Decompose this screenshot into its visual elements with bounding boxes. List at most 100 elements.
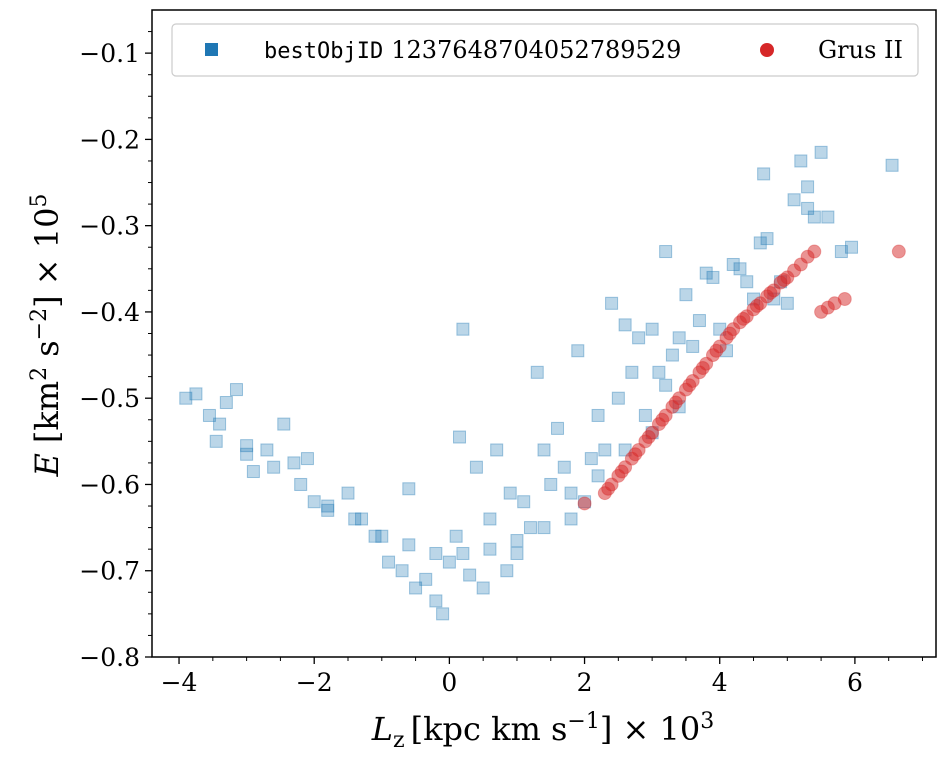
data-point-series-1-79 xyxy=(801,180,815,194)
data-point-series-1-0 xyxy=(179,391,193,405)
data-point-series-1-104 xyxy=(240,439,254,453)
data-point-series-1-64 xyxy=(706,270,720,284)
data-point-series-1-68 xyxy=(733,262,747,276)
data-point-series-2-36 xyxy=(891,244,906,259)
data-point-series-1-20 xyxy=(409,581,423,595)
data-point-series-1-17 xyxy=(382,555,396,569)
data-point-series-2-37 xyxy=(577,496,592,511)
data-point-series-1-25 xyxy=(449,529,463,543)
data-point-series-1-41 xyxy=(551,421,565,435)
data-point-series-1-71 xyxy=(753,236,767,250)
data-point-series-1-50 xyxy=(611,391,625,405)
data-point-series-1-92 xyxy=(564,512,578,526)
data-point-series-1-83 xyxy=(821,210,835,224)
data-point-series-1-26 xyxy=(456,322,470,336)
data-point-series-1-88 xyxy=(659,378,673,392)
y-tick-label-2: −0.6 xyxy=(79,470,140,499)
data-point-series-1-36 xyxy=(517,495,531,509)
data-point-series-1-93 xyxy=(537,521,551,535)
data-point-series-1-8 xyxy=(260,443,274,457)
data-point-series-1-44 xyxy=(571,344,585,358)
data-point-series-2-38 xyxy=(601,481,616,496)
x-axis-title-symbol: L xyxy=(371,710,393,748)
x-axis-title-unit-post: ] × 10 xyxy=(600,710,700,748)
data-point-series-1-31 xyxy=(483,512,497,526)
data-point-series-2-31 xyxy=(807,244,822,259)
data-point-series-1-98 xyxy=(402,538,416,552)
data-point-series-1-58 xyxy=(665,348,679,362)
data-point-series-1-94 xyxy=(510,534,524,548)
y-tick-label-5: −0.3 xyxy=(79,212,140,241)
data-point-series-1-35 xyxy=(510,546,524,560)
data-point-series-1-40 xyxy=(544,477,558,491)
legend-box xyxy=(171,23,919,77)
data-point-series-1-72 xyxy=(757,167,771,181)
data-point-series-1-18 xyxy=(395,564,409,578)
data-point-series-2-44 xyxy=(682,378,697,393)
data-point-series-1-81 xyxy=(807,210,821,224)
data-point-series-1-39 xyxy=(537,443,551,457)
data-point-series-1-52 xyxy=(625,365,639,379)
data-point-series-1-76 xyxy=(780,296,794,310)
data-point-series-2-35 xyxy=(837,291,852,306)
x-axis-title: Lz [kpc km s−1] × 103 xyxy=(371,709,714,753)
data-point-series-1-85 xyxy=(845,240,859,254)
data-point-series-1-6 xyxy=(240,447,254,461)
legend-label-series-1-mono: bestObjID xyxy=(264,39,383,64)
data-point-series-1-56 xyxy=(652,365,666,379)
data-point-series-1-48 xyxy=(598,443,612,457)
data-point-series-1-15 xyxy=(355,512,369,526)
data-point-series-1-100 xyxy=(348,512,362,526)
y-axis: −0.8 −0.7 −0.6 −0.5 −0.4 −0.3 −0.2 −0.1 xyxy=(79,31,152,672)
data-point-series-1-43 xyxy=(564,486,578,500)
data-point-series-1-77 xyxy=(787,193,801,207)
x-tick-label-0: −4 xyxy=(161,668,198,697)
y-tick-label-3: −0.5 xyxy=(79,384,140,413)
y-axis-title-sup1: 2 xyxy=(27,367,52,381)
data-point-series-2-40 xyxy=(628,447,643,462)
data-point-series-1-21 xyxy=(419,572,433,586)
data-point-series-1-97 xyxy=(429,546,443,560)
data-point-series-1-27 xyxy=(453,430,467,444)
data-point-series-1-87 xyxy=(672,331,686,345)
data-point-series-1-80 xyxy=(801,201,815,215)
y-tick-label-0: −0.8 xyxy=(79,643,140,672)
y-tick-label-6: −0.2 xyxy=(79,125,140,154)
data-point-series-1-53 xyxy=(632,331,646,345)
data-point-series-1-86 xyxy=(885,158,899,172)
data-point-series-1-24 xyxy=(442,555,456,569)
data-point-series-1-82 xyxy=(814,145,828,159)
data-point-series-1-101 xyxy=(321,499,335,513)
data-point-series-1-22 xyxy=(429,594,443,608)
data-point-series-1-69 xyxy=(740,275,754,289)
data-point-series-1-23 xyxy=(436,607,450,621)
legend-label-series-1: bestObjID 1237648704052789529 xyxy=(264,36,681,64)
data-point-series-1-57 xyxy=(659,245,673,259)
data-point-series-1-96 xyxy=(456,546,470,560)
data-point-series-2-42 xyxy=(655,412,670,427)
data-point-series-2-45 xyxy=(695,361,710,376)
data-point-series-1-29 xyxy=(469,460,483,474)
x-tick-label-4: 4 xyxy=(712,668,728,697)
data-point-series-1-3 xyxy=(209,434,223,448)
data-point-series-1-7 xyxy=(246,465,260,479)
data-point-series-1-16 xyxy=(368,529,382,543)
data-point-series-1-42 xyxy=(557,460,571,474)
data-point-series-1-32 xyxy=(490,443,504,457)
data-point-series-1-91 xyxy=(591,469,605,483)
x-tick-label-1: −2 xyxy=(296,668,333,697)
data-point-series-1-37 xyxy=(523,521,537,535)
data-point-series-1-11 xyxy=(300,452,314,466)
y-axis-title: E [km2 s−2] × 105 xyxy=(27,194,66,478)
data-point-series-2-50 xyxy=(763,285,778,300)
y-tick-label-7: −0.1 xyxy=(79,39,140,68)
data-point-series-1-105 xyxy=(213,417,227,431)
data-point-series-1-102 xyxy=(294,477,308,491)
data-point-series-1-4 xyxy=(219,396,233,410)
data-point-series-1-73 xyxy=(760,232,774,246)
data-point-series-1-1 xyxy=(189,387,203,401)
data-point-series-2-47 xyxy=(722,326,737,341)
data-point-series-1-13 xyxy=(321,503,335,517)
